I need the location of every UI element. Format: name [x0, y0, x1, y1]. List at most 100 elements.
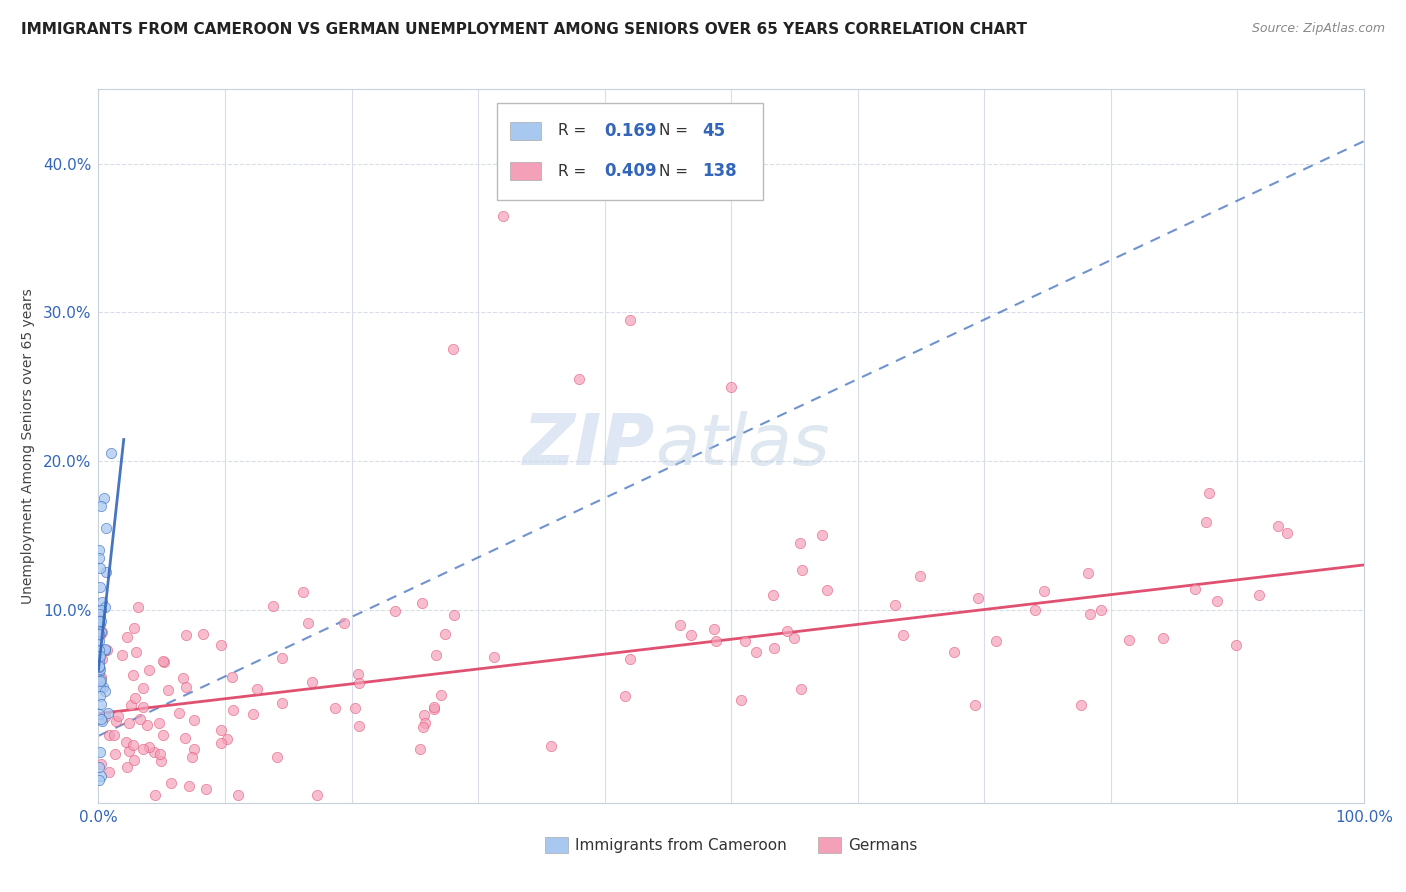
Point [1118, 632, 1140, 647]
Point [148, 715, 170, 730]
Point [94, 599, 117, 614]
Point [89, 642, 111, 657]
Point [347, 667, 370, 681]
Point [413, 707, 436, 722]
Point [90, 652, 112, 666]
Text: R =: R = [558, 123, 591, 138]
Point [1206, 594, 1229, 608]
Point [1195, 515, 1218, 529]
Point [194, 782, 217, 797]
Point [107, 709, 129, 723]
Point [127, 599, 149, 614]
Point [423, 702, 446, 716]
Point [246, 682, 269, 697]
Point [266, 750, 288, 764]
Point [89, 745, 111, 759]
Point [90, 697, 112, 711]
Point [1225, 638, 1247, 652]
Point [222, 703, 245, 717]
Point [114, 735, 136, 749]
Point [430, 689, 453, 703]
Point [90, 769, 112, 783]
Point [1078, 607, 1101, 621]
Point [98, 728, 121, 742]
Point [122, 753, 145, 767]
Point [160, 776, 183, 790]
Point [177, 779, 200, 793]
Text: 0.169: 0.169 [605, 121, 657, 139]
Bar [510, 162, 541, 180]
Point [91, 714, 114, 729]
Point [94, 642, 117, 657]
Point [1267, 518, 1289, 533]
Point [150, 755, 173, 769]
Point [433, 627, 456, 641]
Point [172, 671, 194, 685]
Point [1024, 603, 1046, 617]
Point [89, 648, 111, 663]
Point [152, 654, 174, 668]
Point [105, 714, 128, 728]
Point [87, 660, 110, 674]
Point [1275, 526, 1298, 541]
Legend: Immigrants from Cameroon, Germans: Immigrants from Cameroon, Germans [538, 831, 924, 859]
Point [89, 543, 111, 558]
Point [89, 673, 111, 688]
Point [149, 747, 172, 761]
Point [408, 742, 430, 756]
Point [209, 638, 232, 652]
Point [94, 521, 117, 535]
Point [347, 675, 370, 690]
Point [124, 691, 146, 706]
Point [97, 765, 120, 780]
Point [1249, 588, 1271, 602]
Point [132, 699, 155, 714]
Point [90, 670, 112, 684]
Bar [510, 121, 541, 139]
Point [1198, 486, 1220, 500]
Point [425, 648, 447, 662]
Point [790, 681, 813, 696]
Point [174, 731, 197, 745]
Point [344, 701, 367, 715]
Text: IMMIGRANTS FROM CAMEROON VS GERMAN UNEMPLOYMENT AMONG SENIORS OVER 65 YEARS CORR: IMMIGRANTS FROM CAMEROON VS GERMAN UNEMP… [21, 22, 1028, 37]
Point [132, 681, 155, 695]
Point [104, 747, 127, 762]
Point [89, 662, 111, 676]
Point [271, 697, 294, 711]
Point [209, 723, 232, 738]
Text: N =: N = [659, 123, 693, 138]
Point [703, 622, 725, 636]
Text: Source: ZipAtlas.com: Source: ZipAtlas.com [1251, 22, 1385, 36]
Point [87, 550, 110, 565]
Point [776, 624, 799, 639]
Point [789, 536, 811, 550]
Point [730, 693, 752, 707]
Point [176, 680, 198, 694]
Point [614, 689, 637, 703]
Point [792, 563, 814, 577]
Point [1090, 602, 1112, 616]
Point [762, 640, 785, 655]
Point [89, 561, 111, 575]
Point [96, 566, 118, 580]
Point [1070, 698, 1092, 713]
Point [942, 645, 965, 659]
Point [1152, 632, 1174, 646]
Text: 45: 45 [702, 121, 725, 139]
Point [384, 604, 406, 618]
Point [90, 673, 112, 687]
Point [815, 583, 838, 598]
Point [679, 628, 702, 642]
Point [157, 682, 180, 697]
Point [94, 643, 117, 657]
Point [783, 631, 806, 645]
Point [984, 633, 1007, 648]
Point [89, 628, 111, 642]
Point [1184, 582, 1206, 596]
Point [183, 713, 205, 727]
Point [412, 720, 434, 734]
Point [908, 568, 931, 582]
Point [96, 643, 118, 657]
Point [87, 707, 110, 722]
